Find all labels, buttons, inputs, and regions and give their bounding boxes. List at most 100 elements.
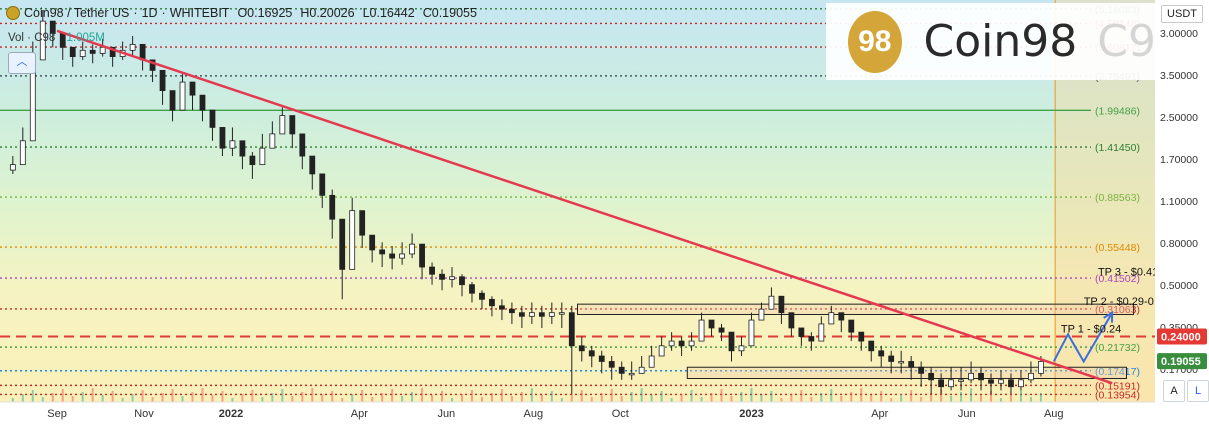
price-tick-label: 3.50000 — [1160, 70, 1198, 82]
candle-body — [369, 234, 376, 251]
candle-body — [928, 372, 935, 381]
time-tick-label: 2022 — [219, 408, 243, 420]
volume-bar — [530, 388, 533, 402]
candle-body — [858, 331, 865, 342]
time-tick-label: Apr — [871, 408, 888, 420]
currency-button[interactable]: USDT — [1161, 5, 1203, 23]
volume-bar — [451, 398, 454, 402]
volume-bar — [840, 396, 843, 402]
candle-body — [798, 327, 805, 337]
volume-bar — [1029, 397, 1032, 402]
volume-bar — [590, 397, 593, 402]
volume-bar — [1000, 398, 1002, 402]
candle-body — [628, 372, 635, 376]
volume-bar — [221, 391, 224, 402]
tp-annotation: TP 1 - $0.24 — [1061, 324, 1121, 336]
candle-body — [69, 46, 76, 57]
volume-bar — [461, 394, 463, 402]
volume-bar — [600, 393, 603, 402]
volume-bar — [760, 395, 763, 402]
logo-faded-text: C9 — [1097, 16, 1156, 67]
volume-bar — [231, 398, 234, 402]
candle-body — [219, 127, 226, 149]
volume-bar — [101, 395, 104, 402]
candle-body — [299, 133, 306, 157]
volume-bar — [770, 391, 773, 402]
price-tick-label: 0.50000 — [1160, 280, 1198, 292]
candle-body — [888, 355, 895, 362]
candle-body — [319, 173, 326, 196]
volume-bar — [1039, 393, 1042, 402]
candle-body — [9, 164, 16, 171]
candle-body — [439, 273, 445, 280]
volume-bar — [211, 395, 214, 402]
candle-body — [808, 336, 815, 342]
time-tick-label: Oct — [612, 408, 629, 420]
volume-legend: Vol · C98 1.005M — [8, 32, 105, 44]
volume-bar — [640, 388, 643, 402]
candle-body — [848, 319, 855, 333]
volume-bar — [520, 392, 523, 402]
symbol-name[interactable]: Coin98 / Tether US — [24, 6, 130, 20]
candle-body — [189, 81, 196, 96]
volume-bar — [820, 393, 823, 402]
candle-body — [688, 340, 695, 347]
candle-body — [838, 312, 845, 321]
candle-body — [528, 312, 535, 317]
open-value: O0.16925 — [237, 6, 293, 20]
volume-bar — [660, 391, 663, 402]
volume-bar — [960, 392, 963, 402]
volume-bar — [630, 392, 633, 402]
auto-scale-button[interactable]: A — [1163, 380, 1185, 402]
volume-bar — [680, 394, 683, 402]
volume-bar — [361, 390, 364, 402]
volume-bar — [790, 394, 793, 402]
volume-bar — [690, 390, 693, 402]
coin98-symbol-icon — [6, 6, 20, 20]
volume-bar — [570, 394, 573, 402]
volume-label: Vol · C98 — [8, 32, 56, 44]
volume-bar — [940, 389, 943, 402]
volume-bar — [970, 388, 973, 402]
coin98-logo-icon: 98 — [848, 10, 902, 73]
fib-level-label: (0.17417) — [1095, 366, 1140, 378]
candle-body — [329, 194, 336, 220]
time-tick-label: Jun — [437, 408, 455, 420]
volume-bar — [550, 391, 553, 402]
candle-body — [349, 210, 356, 270]
log-scale-button[interactable]: L — [1187, 380, 1209, 402]
volume-bar — [730, 396, 733, 402]
candle-body — [758, 308, 765, 321]
time-tick-label: Sep — [47, 408, 67, 420]
volume-bar — [201, 388, 204, 402]
candle-body — [538, 312, 545, 317]
time-axis — [0, 402, 1155, 426]
collapse-legend-button[interactable]: ︿ — [8, 52, 36, 74]
candle-body — [898, 361, 905, 364]
volume-bar — [470, 390, 473, 402]
fib-level-label: (0.21732) — [1095, 342, 1140, 354]
volume-bar — [900, 394, 903, 402]
fib-level-label: (0.55448) — [1095, 242, 1140, 254]
candle-body — [509, 308, 515, 314]
candle-body — [269, 133, 276, 149]
candle-body — [449, 276, 455, 280]
candle-body — [868, 340, 875, 352]
volume-bar — [351, 394, 354, 402]
candle-body — [359, 210, 366, 236]
interval-label[interactable]: 1D — [141, 6, 158, 20]
volume-bar — [930, 393, 933, 402]
volume-bar — [271, 393, 274, 402]
volume-bar — [171, 389, 174, 402]
volume-bar — [441, 391, 444, 402]
tp-annotation: TP 2 - $0.29-0.33 — [1084, 296, 1169, 308]
candle-body — [998, 379, 1004, 384]
volume-bar — [251, 390, 254, 402]
volume-bar — [800, 390, 803, 402]
volume-bar — [321, 395, 324, 402]
candle-body — [648, 355, 655, 368]
candle-body — [1028, 372, 1034, 381]
fib-level-label: (0.31063) — [1095, 304, 1140, 316]
low-value: L0.16442 — [362, 6, 415, 20]
